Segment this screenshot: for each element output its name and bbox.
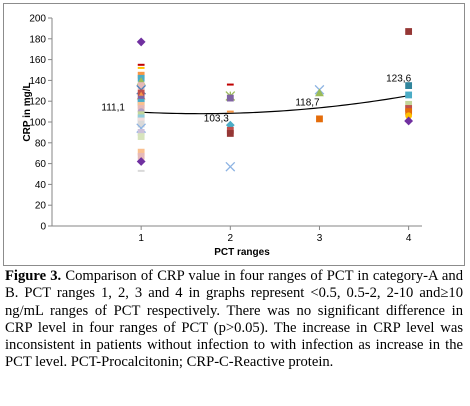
axes: 0 20 40 60 80 100 120 140 160 180 200 1 2 3 4 — [29, 14, 422, 244]
y-axis-title: CRP in mg/L — [22, 82, 33, 141]
y-tick-label: 160 — [29, 55, 46, 66]
y-tick-label: 60 — [35, 159, 47, 170]
y-tick-label: 80 — [35, 138, 47, 149]
y-tick-label: 180 — [29, 34, 46, 45]
data-point — [405, 108, 413, 115]
crp-scatter-chart: 0 20 40 60 80 100 120 140 160 180 200 1 2 3 4 111,1 103… — [22, 14, 422, 258]
trend-value-label: 118,7 — [295, 98, 320, 109]
trend-value-label: 103,3 — [204, 114, 229, 125]
annotations: 111,1 103,3 118,7 123,6 — [101, 73, 411, 124]
y-tick-label: 0 — [40, 222, 46, 233]
data-point — [137, 120, 145, 128]
y-tick-label: 140 — [29, 76, 46, 87]
data-point — [226, 130, 234, 137]
data-point — [226, 94, 234, 102]
x-tick-label: 2 — [228, 233, 234, 244]
chart-frame: 0 20 40 60 80 100 120 140 160 180 200 1 2 3 4 111,1 103… — [3, 3, 465, 266]
data-point — [137, 133, 145, 140]
data-point — [137, 129, 145, 136]
y-tick-label: 40 — [35, 180, 47, 191]
data-point — [136, 157, 146, 166]
y-tick-label: 120 — [29, 97, 46, 108]
data-point — [225, 161, 236, 172]
x-tick-label: 3 — [317, 233, 323, 244]
data-points — [136, 28, 414, 172]
x-axis-title: PCT ranges — [214, 247, 270, 258]
y-tick-label: 200 — [29, 14, 46, 25]
trend-value-label: 111,1 — [101, 102, 125, 113]
y-tick-label: 100 — [29, 118, 46, 129]
trend-value-label: 123,6 — [386, 73, 411, 84]
trendline-group — [141, 95, 409, 115]
data-point — [405, 100, 413, 108]
caption-text: Comparison of CRP value in four ranges o… — [5, 268, 463, 371]
data-point — [405, 82, 413, 89]
data-point — [136, 37, 146, 47]
x-tick-label: 4 — [406, 233, 412, 244]
data-point — [315, 88, 324, 97]
y-tick-label: 20 — [35, 201, 47, 212]
trendline — [141, 95, 409, 115]
figure-caption: Figure 3. Comparison of CRP value in fou… — [5, 268, 463, 372]
data-point — [405, 112, 413, 120]
data-point — [137, 82, 145, 89]
data-point — [405, 28, 413, 35]
data-point — [137, 148, 145, 156]
data-point — [404, 116, 414, 126]
caption-label: Figure 3. — [5, 268, 62, 284]
data-point — [137, 152, 145, 160]
data-point — [316, 115, 323, 123]
x-tick-label: 1 — [138, 233, 144, 244]
data-point — [405, 91, 413, 99]
